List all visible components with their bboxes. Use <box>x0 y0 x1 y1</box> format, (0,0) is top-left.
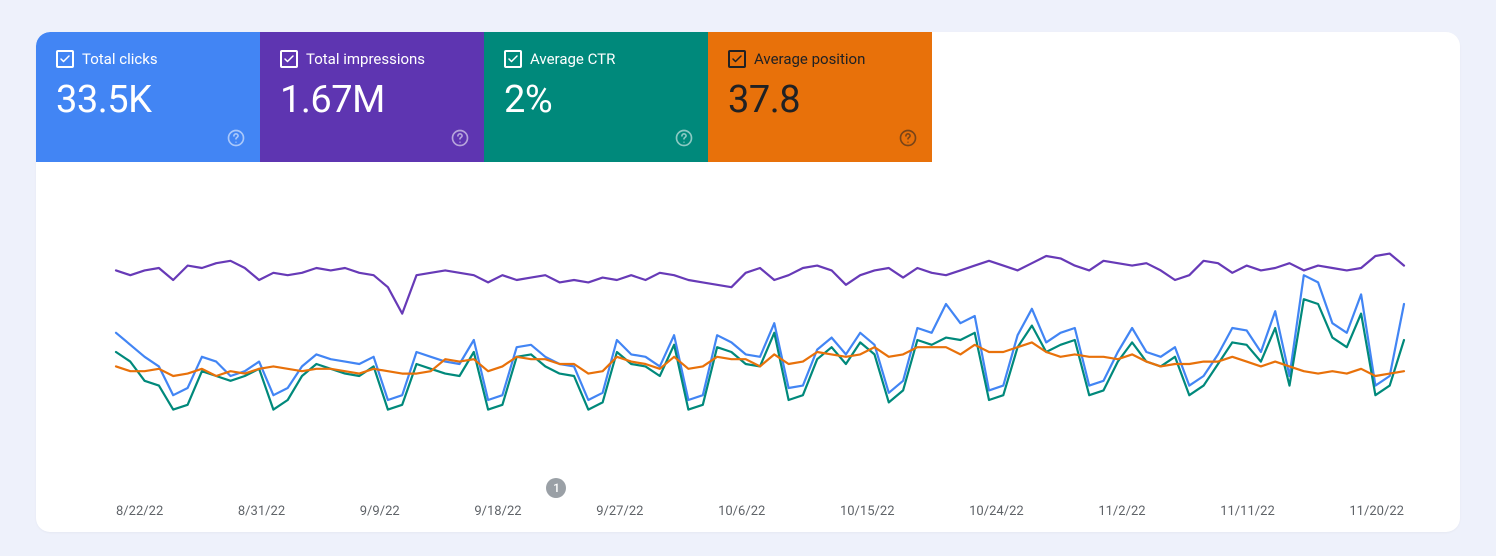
metric-clicks[interactable]: Total clicks 33.5K <box>36 32 260 162</box>
help-icon[interactable] <box>450 128 470 152</box>
performance-card: Total clicks 33.5K Total impressions 1.67M A… <box>36 32 1460 532</box>
annotation-label: 1 <box>553 481 560 495</box>
metric-label: Average CTR <box>530 50 615 68</box>
metric-value: 2% <box>504 78 688 122</box>
metric-label: Total impressions <box>306 50 425 68</box>
x-tick: 11/11/22 <box>1220 504 1275 519</box>
series-clicks <box>116 275 1404 400</box>
help-icon[interactable] <box>898 128 918 152</box>
x-tick: 10/24/22 <box>969 504 1024 519</box>
metric-impressions[interactable]: Total impressions 1.67M <box>260 32 484 162</box>
chart-area <box>116 232 1404 472</box>
metric-value: 37.8 <box>728 78 912 122</box>
help-icon[interactable] <box>226 128 246 152</box>
metric-label: Average position <box>754 50 865 68</box>
series-impressions <box>116 254 1404 314</box>
metric-value: 33.5K <box>56 78 240 122</box>
x-tick: 8/31/22 <box>238 504 285 519</box>
x-tick: 8/22/22 <box>116 504 163 519</box>
checkbox-ctr[interactable] <box>504 50 522 68</box>
metric-position[interactable]: Average position 37.8 <box>708 32 932 162</box>
x-axis: 8/22/22 8/31/22 9/9/22 9/18/22 9/27/22 10/6/2… <box>116 504 1404 519</box>
metric-ctr[interactable]: Average CTR 2% <box>484 32 708 162</box>
x-tick: 11/20/22 <box>1349 504 1404 519</box>
annotation-dot[interactable]: 1 <box>546 478 566 498</box>
checkbox-position[interactable] <box>728 50 746 68</box>
x-tick: 10/6/22 <box>718 504 765 519</box>
chart-svg <box>116 232 1404 472</box>
metric-value: 1.67M <box>280 78 464 122</box>
x-tick: 11/2/22 <box>1098 504 1145 519</box>
help-icon[interactable] <box>674 128 694 152</box>
checkbox-impressions[interactable] <box>280 50 298 68</box>
x-tick: 10/15/22 <box>840 504 895 519</box>
metric-label: Total clicks <box>82 50 158 68</box>
metrics-row: Total clicks 33.5K Total impressions 1.67M A… <box>36 32 932 162</box>
checkbox-clicks[interactable] <box>56 50 74 68</box>
x-tick: 9/27/22 <box>596 504 643 519</box>
x-tick: 9/9/22 <box>360 504 400 519</box>
x-tick: 9/18/22 <box>474 504 521 519</box>
